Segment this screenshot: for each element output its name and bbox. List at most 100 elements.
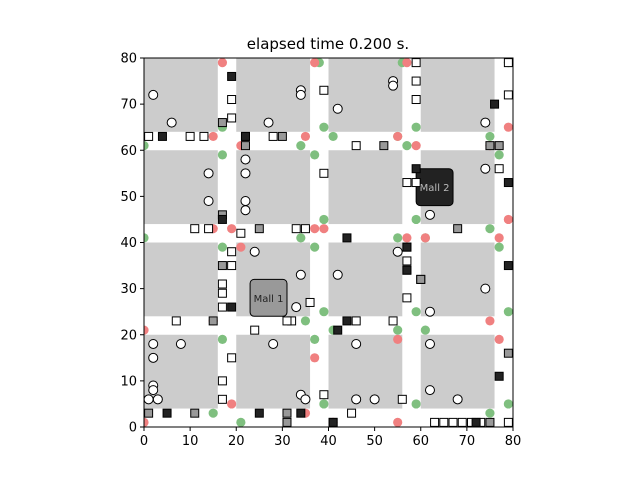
green-light — [393, 233, 403, 243]
agent-circle — [452, 394, 463, 405]
agent-square-black — [254, 408, 264, 418]
green-light — [144, 141, 149, 151]
agent-square-gray — [144, 408, 154, 418]
green-light — [319, 399, 329, 409]
red-light — [208, 131, 218, 142]
x-tick-label: 0 — [140, 434, 148, 449]
agent-square-black — [157, 131, 167, 141]
agent-square-gray — [282, 417, 292, 427]
agent-square-gray — [240, 141, 250, 151]
agent-square-white — [171, 316, 181, 326]
agent-square-white — [494, 164, 504, 174]
green-light — [402, 141, 412, 151]
red-light — [420, 233, 430, 243]
green-light — [485, 224, 495, 234]
red-light — [411, 141, 421, 151]
agent-circle — [240, 168, 251, 179]
agent-square-gray — [379, 141, 389, 151]
plot-area: Mall 1 Mall 2 — [144, 58, 513, 427]
agent-square-white — [291, 224, 301, 234]
agent-circle — [388, 80, 399, 91]
agent-square-black — [402, 242, 412, 252]
agent-circle — [148, 338, 159, 349]
red-light — [227, 399, 237, 409]
agent-square-gray — [217, 261, 227, 271]
agent-square-white — [217, 288, 227, 298]
city-block — [328, 58, 403, 132]
red-light — [144, 417, 149, 427]
green-light — [411, 307, 421, 317]
x-tick-label: 70 — [459, 434, 476, 449]
agent-square-black — [296, 408, 306, 418]
agent-square-white — [300, 224, 310, 234]
y-tick-label: 0 — [129, 421, 137, 436]
green-light — [411, 214, 421, 225]
agent-square-white — [227, 261, 237, 271]
agent-circle — [351, 338, 362, 349]
agent-square-white — [397, 394, 407, 404]
agent-square-gray — [453, 224, 463, 234]
x-tick-label: 60 — [412, 434, 429, 449]
agent-square-white — [402, 178, 412, 188]
green-light — [300, 316, 311, 326]
red-light — [393, 334, 403, 344]
green-light — [503, 399, 513, 409]
red-light — [236, 242, 246, 252]
agent-square-white — [199, 131, 209, 141]
agent-square-white — [227, 247, 237, 257]
agent-square-white — [227, 353, 237, 363]
agent-square-black — [402, 265, 412, 275]
x-tick-label: 40 — [320, 434, 337, 449]
city-block — [420, 242, 495, 317]
red-light — [310, 58, 320, 68]
agent-square-gray — [217, 118, 227, 128]
mall-2-label: Mall 2 — [420, 183, 450, 194]
agent-circle — [295, 269, 306, 280]
agent-square-white — [319, 85, 329, 95]
agent-circle — [424, 385, 435, 396]
agent-square-gray — [190, 408, 200, 418]
agent-circle — [240, 195, 251, 206]
agent-square-gray — [494, 141, 504, 151]
agent-circle — [148, 385, 159, 396]
agent-circle — [480, 163, 491, 174]
agent-square-white — [388, 316, 398, 326]
agent-square-white — [503, 417, 513, 427]
agent-circle — [240, 154, 251, 165]
agent-circle — [424, 338, 435, 349]
agent-square-black — [490, 99, 500, 109]
red-light — [393, 417, 403, 427]
chart-title: elapsed time 0.200 s. — [247, 35, 409, 53]
agent-square-white — [448, 417, 458, 427]
green-light — [144, 233, 149, 243]
agent-square-white — [217, 302, 227, 312]
agent-circle — [203, 168, 214, 179]
agent-square-white — [305, 297, 315, 307]
y-tick-label: 10 — [120, 374, 137, 389]
red-light — [485, 316, 495, 326]
green-light — [310, 242, 320, 252]
agents — [144, 58, 513, 427]
green-light — [319, 122, 329, 132]
agent-square-white — [190, 224, 200, 234]
green-light — [411, 399, 421, 409]
red-light — [402, 233, 412, 243]
y-tick-label: 80 — [120, 52, 137, 67]
agent-square-black — [162, 408, 172, 418]
agent-circle — [424, 209, 435, 220]
y-axis: 0 10 20 30 40 50 60 70 80 — [120, 52, 144, 436]
red-light — [300, 131, 311, 142]
red-light — [494, 233, 504, 243]
agent-circle — [295, 89, 306, 100]
mall-2-box — [415, 168, 454, 207]
agent-circle — [152, 394, 163, 405]
agent-square-gray — [254, 224, 264, 234]
agent-square-black — [471, 417, 481, 427]
agent-circle — [148, 352, 159, 363]
agent-square-black — [411, 164, 421, 174]
agent-square-white — [282, 316, 292, 326]
agent-circle — [144, 394, 154, 405]
green-light — [236, 417, 246, 427]
green-light — [485, 408, 495, 418]
city-block — [144, 242, 218, 317]
